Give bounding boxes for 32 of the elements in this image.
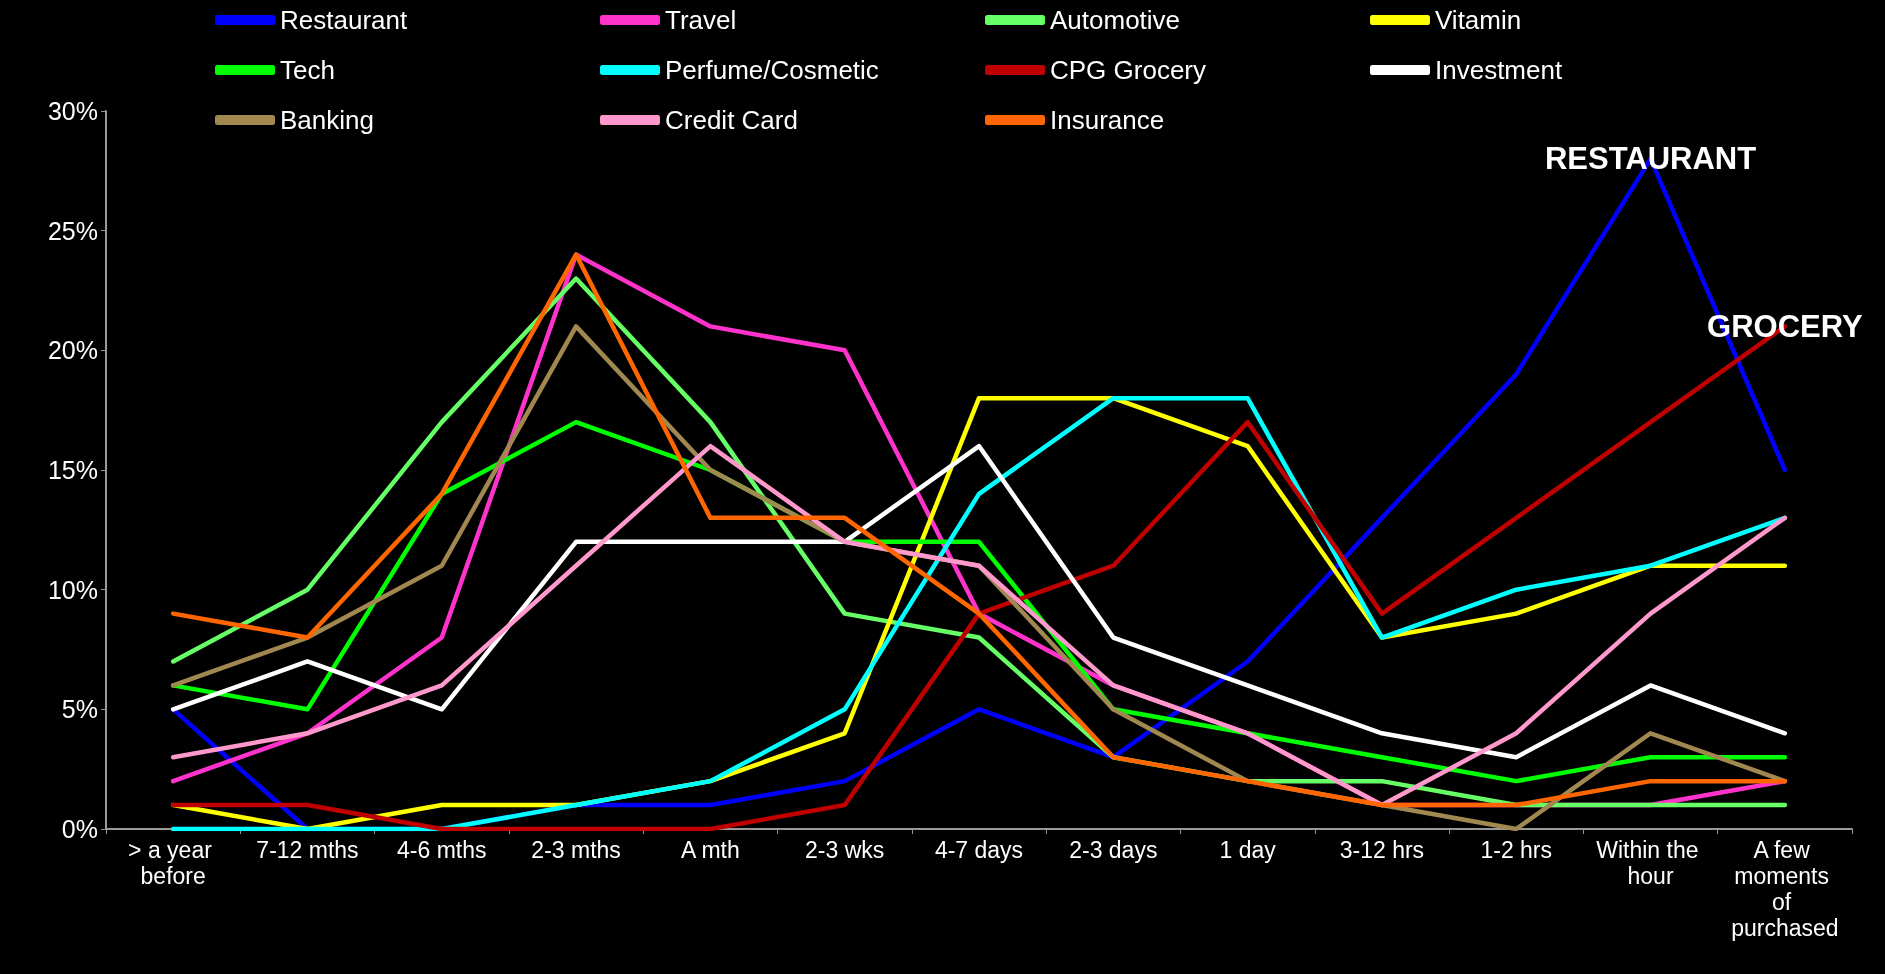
legend-label: Credit Card	[665, 105, 798, 135]
x-tick-label: 2-3 days	[1069, 837, 1158, 863]
y-tick-label: 0%	[61, 815, 98, 843]
y-tick-label: 30%	[47, 97, 98, 125]
y-tick-label: 15%	[47, 456, 98, 484]
x-tick-label: 2-3 wks	[805, 837, 885, 863]
y-tick-label: 5%	[61, 695, 98, 724]
legend-label: Automotive	[1050, 5, 1181, 35]
x-tick-label: Within the hour	[1596, 837, 1705, 889]
legend-label: Tech	[280, 55, 335, 85]
x-tick-label: 7-12 mths	[256, 837, 359, 863]
legend-label: Travel	[665, 5, 737, 35]
x-tick-label: 2-3 mths	[531, 837, 621, 863]
x-tick-label: > a year before	[128, 837, 219, 889]
y-tick-label: 25%	[47, 216, 98, 245]
x-tick-label: 4-7 days	[934, 837, 1024, 863]
legend-label: Restaurant	[280, 5, 408, 35]
x-tick-label: 1-2 hrs	[1480, 837, 1553, 863]
legend-label: Insurance	[1050, 105, 1165, 135]
x-tick-label: 3-12 hrs	[1339, 837, 1425, 863]
x-tick-label: 1 day	[1219, 837, 1277, 863]
legend-label: CPG Grocery	[1050, 55, 1207, 85]
annotation: RESTAURANT	[1544, 141, 1757, 177]
legend-label: Vitamin	[1435, 5, 1522, 35]
x-tick-label: A few moments of purchased	[1731, 837, 1839, 941]
y-tick-label: 20%	[47, 336, 98, 365]
y-tick-label: 10%	[47, 575, 98, 604]
legend-label: Banking	[280, 105, 374, 135]
legend-label: Investment	[1435, 55, 1563, 85]
legend-label: Perfume/Cosmetic	[665, 55, 879, 85]
x-tick-label: A mth	[680, 837, 740, 863]
x-tick-label: 4-6 mths	[397, 837, 487, 863]
